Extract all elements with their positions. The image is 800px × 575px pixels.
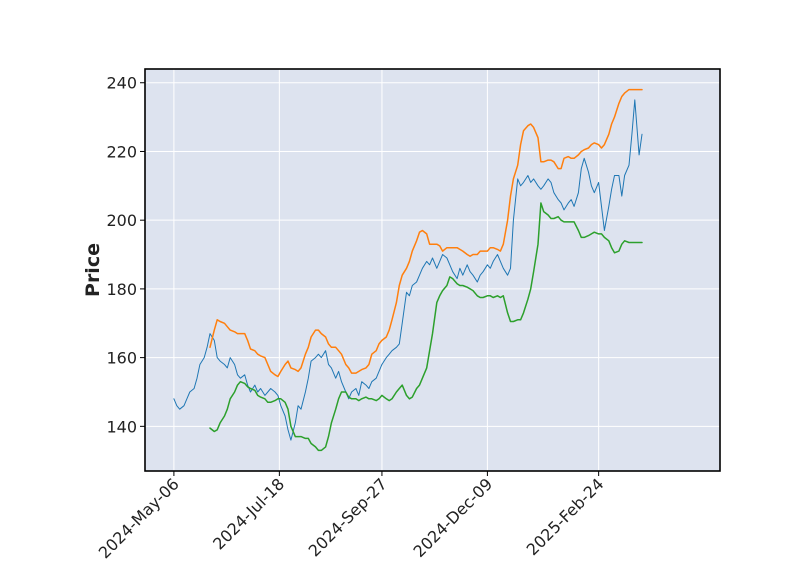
- y-tick-label: 140: [106, 417, 137, 436]
- plot-background: [145, 69, 720, 471]
- series-line-2: [209, 88, 643, 378]
- series-line-3: [209, 202, 643, 452]
- x-tick-label: 2025-Feb-24: [523, 474, 608, 559]
- series-line-1: [173, 99, 643, 441]
- y-tick-label: 160: [106, 349, 137, 368]
- y-tick-label: 200: [106, 211, 137, 230]
- x-tick-label: 2024-May-06: [95, 474, 183, 562]
- y-axis-ticks: 140 160 180 200 220 240: [106, 74, 145, 436]
- x-tick-label: 2024-Sep-27: [305, 474, 391, 560]
- x-tick-label: 2024-Jul-18: [209, 474, 288, 553]
- y-tick-label: 180: [106, 280, 137, 299]
- x-tick-label: 2024-Dec-09: [410, 474, 497, 561]
- y-tick-label: 240: [106, 74, 137, 93]
- x-axis-ticks: 2024-May-06 2024-Jul-18 2024-Sep-27 2024-De…: [95, 471, 608, 562]
- y-tick-label: 220: [106, 142, 137, 161]
- y-axis-label: Price: [82, 243, 104, 297]
- series-lines: [173, 88, 643, 452]
- grid-lines: [145, 69, 720, 471]
- plot-frame: [144, 68, 721, 472]
